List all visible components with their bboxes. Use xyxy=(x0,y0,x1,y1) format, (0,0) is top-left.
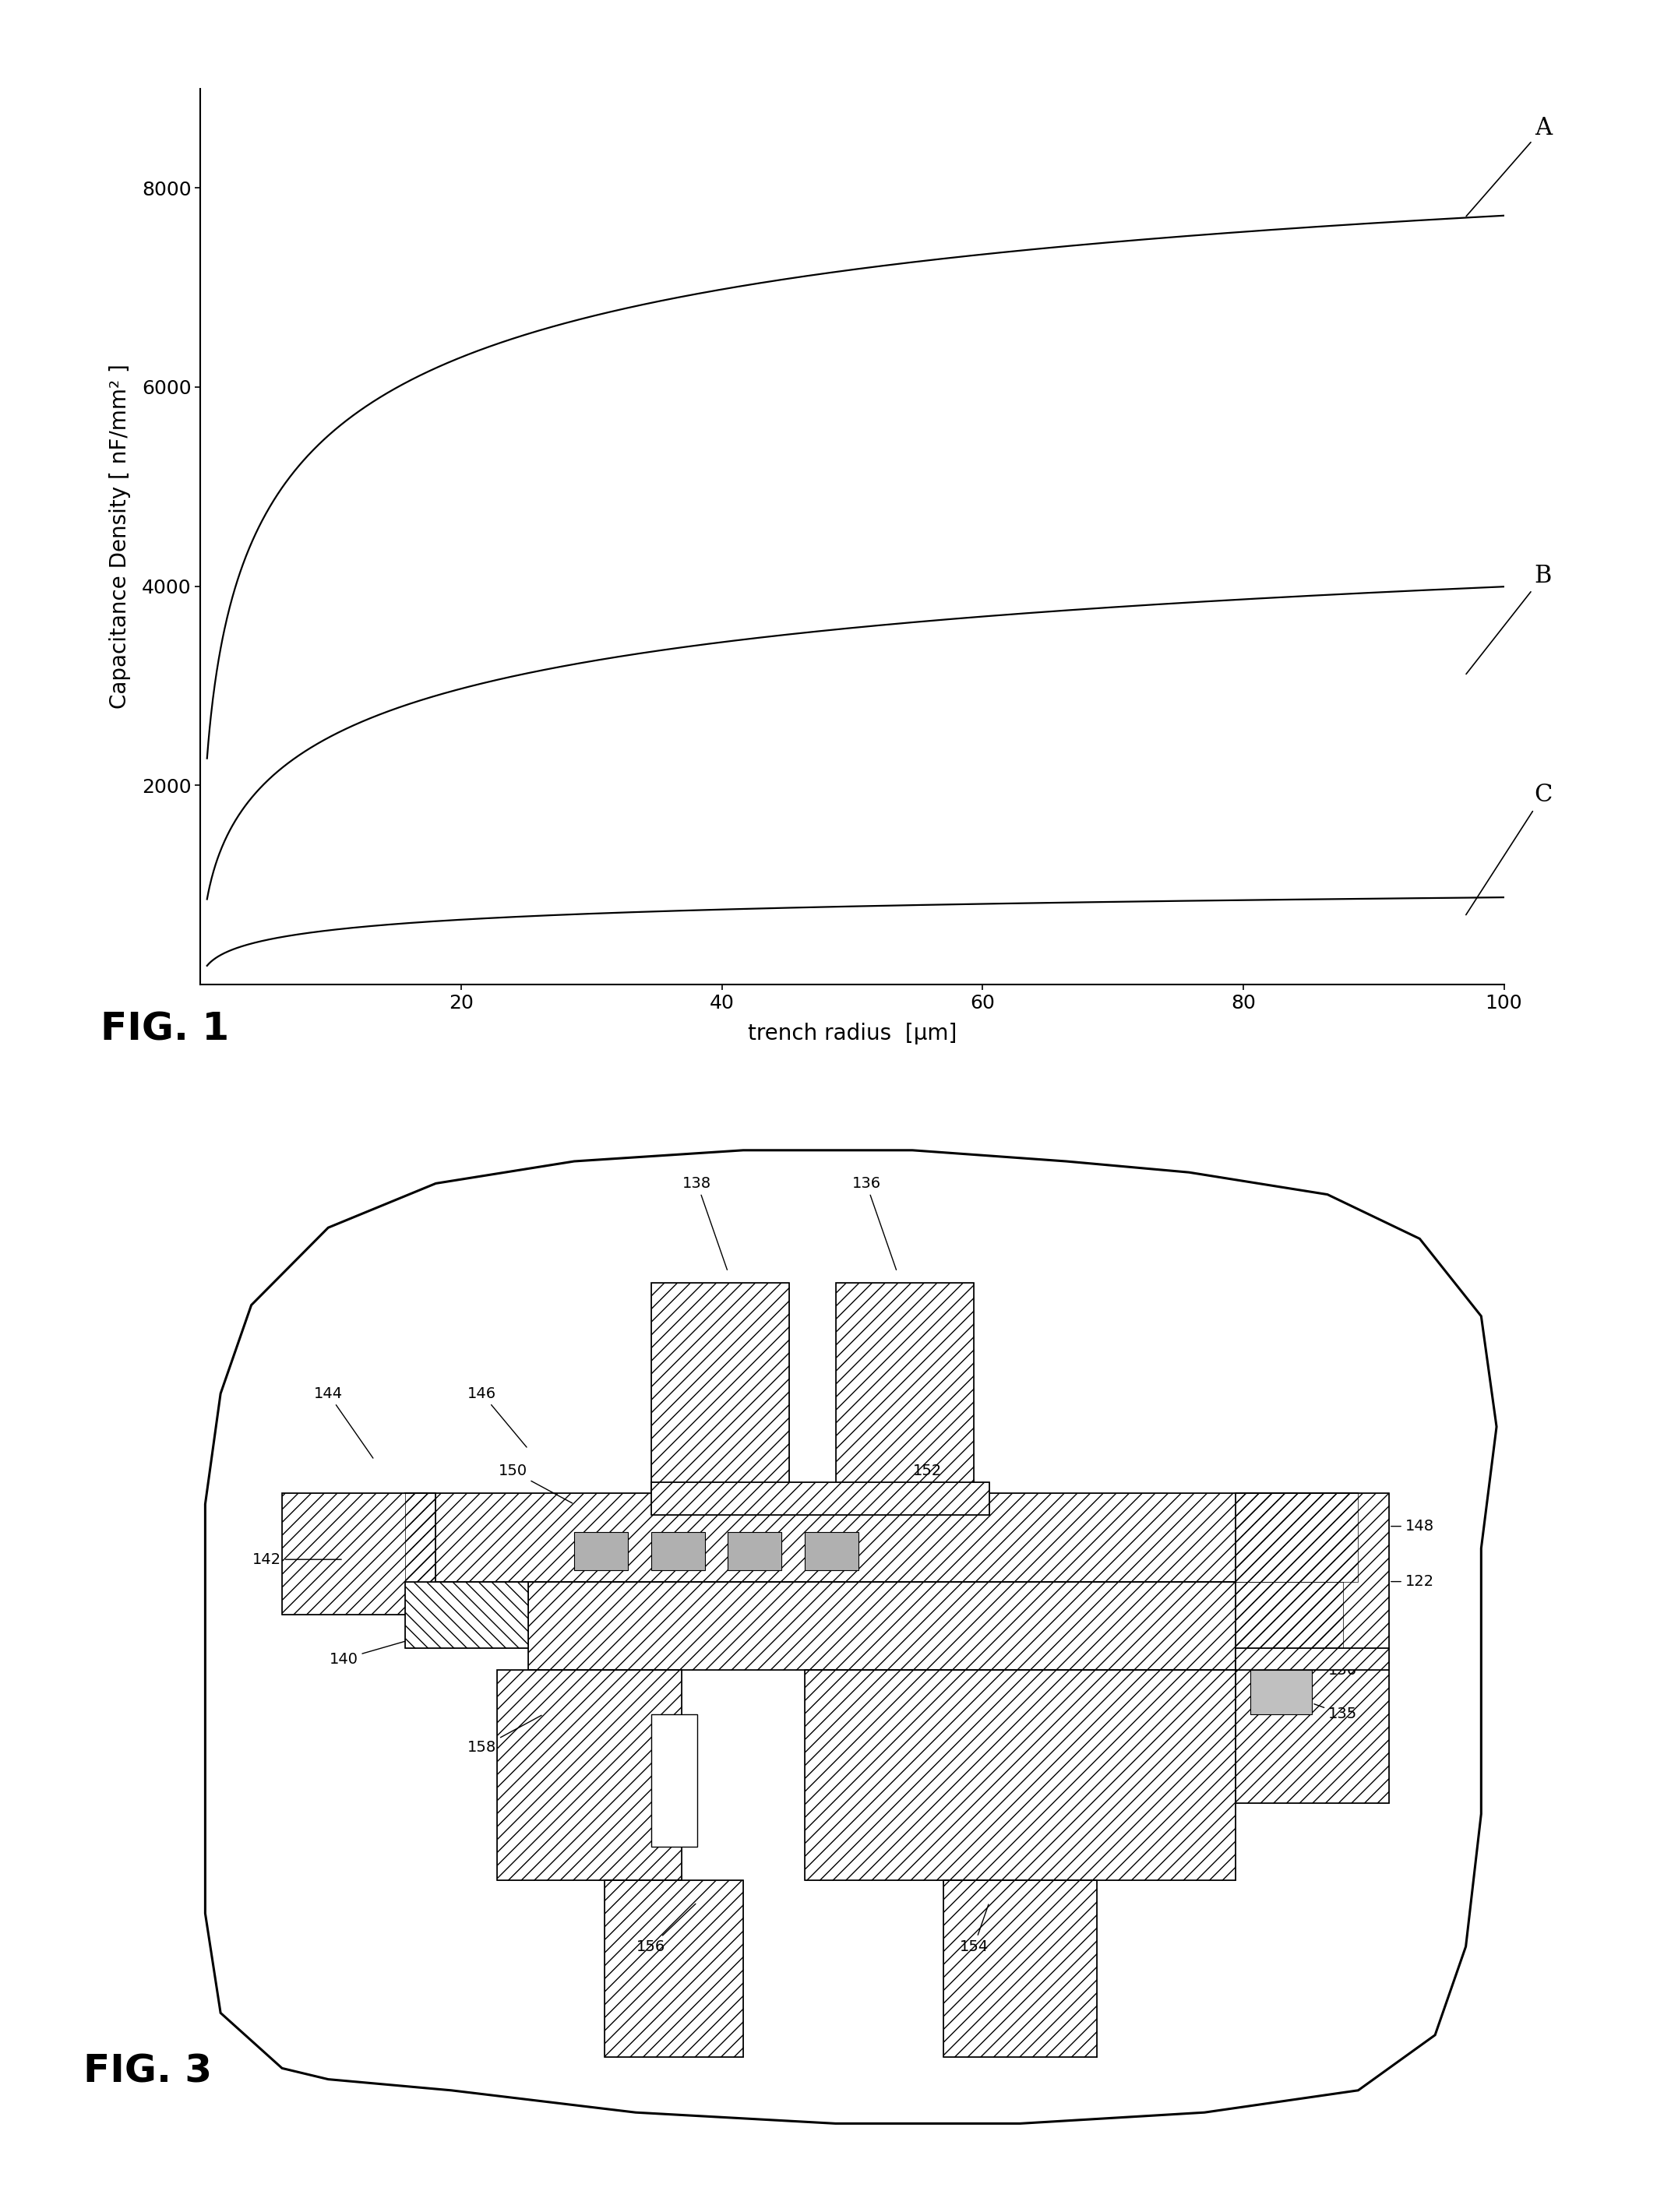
Bar xyxy=(805,1531,859,1571)
Text: 138: 138 xyxy=(683,1177,727,1270)
X-axis label: trench radius  [μm]: trench radius [μm] xyxy=(747,1022,957,1044)
Bar xyxy=(1235,1493,1389,1803)
Bar xyxy=(729,1531,782,1571)
Bar xyxy=(404,1582,528,1648)
Text: 140: 140 xyxy=(329,1637,418,1666)
Bar xyxy=(836,1283,974,1493)
Bar xyxy=(836,1283,974,1493)
Text: A: A xyxy=(1465,117,1552,217)
Bar xyxy=(404,1582,528,1648)
Bar xyxy=(528,1582,1343,1670)
Text: FIG. 3: FIG. 3 xyxy=(84,2053,212,2090)
Text: 135: 135 xyxy=(1313,1703,1357,1721)
Bar xyxy=(652,1482,989,1515)
Text: 154: 154 xyxy=(959,1905,989,1953)
Bar xyxy=(1235,1648,1389,1670)
Bar xyxy=(652,1714,697,1847)
Text: 144: 144 xyxy=(314,1387,373,1458)
Bar xyxy=(498,1670,682,1880)
Bar xyxy=(282,1493,436,1615)
Text: 148: 148 xyxy=(1390,1520,1434,1533)
Bar xyxy=(652,1283,789,1493)
Bar xyxy=(605,1880,744,2057)
Text: 152: 152 xyxy=(899,1464,942,1502)
Bar xyxy=(652,1531,705,1571)
Text: 142: 142 xyxy=(252,1553,341,1566)
Bar xyxy=(652,1283,789,1493)
Text: 136: 136 xyxy=(1313,1650,1357,1677)
Bar xyxy=(605,1880,744,2057)
Text: 156: 156 xyxy=(637,1905,695,1953)
Text: FIG. 1: FIG. 1 xyxy=(100,1011,229,1048)
Text: 122: 122 xyxy=(1390,1575,1434,1588)
Bar xyxy=(942,1880,1096,2057)
Bar xyxy=(528,1582,1343,1670)
Text: 136: 136 xyxy=(852,1177,896,1270)
Bar xyxy=(805,1670,1235,1880)
Text: C: C xyxy=(1465,783,1552,916)
Bar xyxy=(652,1482,989,1515)
Bar xyxy=(404,1493,1359,1582)
Text: B: B xyxy=(1465,564,1552,675)
Bar xyxy=(805,1670,1235,1880)
Bar xyxy=(1235,1493,1389,1803)
Text: 158: 158 xyxy=(468,1714,541,1754)
Bar xyxy=(498,1670,682,1880)
Bar xyxy=(1235,1648,1389,1670)
Y-axis label: Capacitance Density [ nF/mm² ]: Capacitance Density [ nF/mm² ] xyxy=(109,365,130,708)
Bar xyxy=(282,1493,436,1615)
Bar xyxy=(1250,1670,1312,1714)
Bar xyxy=(404,1493,1359,1582)
Text: 146: 146 xyxy=(468,1387,526,1447)
Text: 150: 150 xyxy=(498,1464,571,1504)
Bar xyxy=(575,1531,628,1571)
Bar xyxy=(942,1880,1096,2057)
